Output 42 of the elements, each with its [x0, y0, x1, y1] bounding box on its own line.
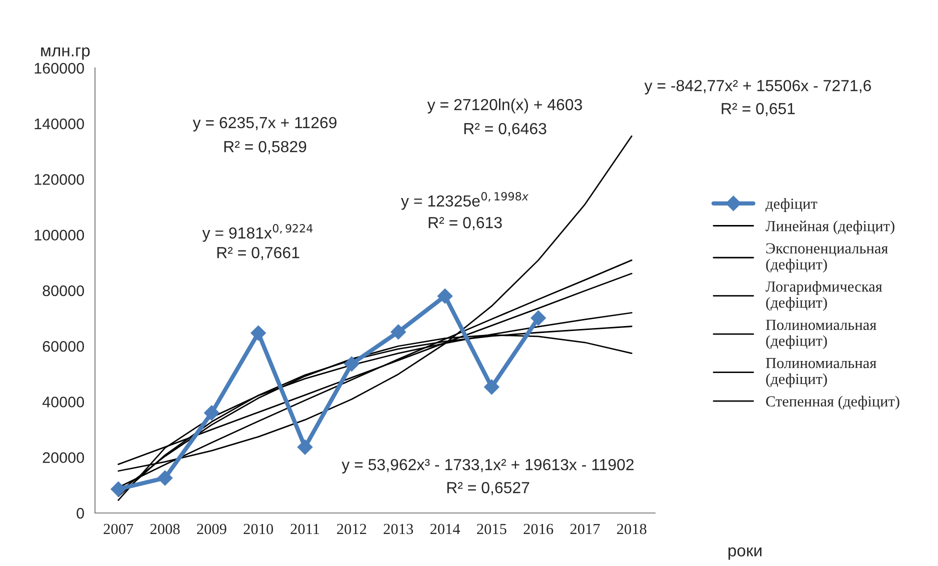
annotation: R² = 0,6527	[447, 482, 530, 496]
y-axis-title: млн.гр	[41, 47, 90, 60]
x-tick-label: 2008	[150, 524, 180, 534]
annotation: y = 53,962x³ - 1733,1x² + 19613x - 11902	[342, 458, 634, 474]
annotation: y = 6235,7x + 11269	[192, 116, 336, 132]
y-tick-label: 120000	[34, 174, 84, 185]
x-tick-label: 2015	[477, 524, 506, 534]
y-tick-label: 60000	[42, 340, 84, 352]
legend-label: Логарифмическая (дефіцит)	[766, 280, 882, 311]
legend-label: Полиномиальная (дефіцит)	[766, 358, 876, 388]
y-tick-label: 100000	[34, 230, 84, 241]
legend-label: Степенная (дефіцит)	[766, 396, 900, 410]
y-tick-label: 80000	[42, 285, 84, 296]
annotation: y = 12325e$^{0,1998x}$	[400, 192, 529, 210]
x-tick-label: 2014	[430, 524, 460, 534]
annotation: y = 9181x$^{0,9224}$	[202, 224, 313, 242]
x-tick-label: 2010	[244, 524, 274, 534]
legend-label: дефіцит	[765, 198, 818, 212]
y-tick-label: 20000	[42, 452, 84, 464]
x-tick-label: 2016	[524, 524, 554, 534]
annotation: R² = 0,7661	[217, 246, 300, 260]
x-tick-label: 2011	[290, 524, 320, 534]
annotation: y = -842,77x² + 15506x - 7271,6	[644, 80, 871, 94]
x-tick-label: 2009	[197, 524, 226, 534]
x-tick-label: 2012	[337, 524, 366, 534]
legend-label: Полиномиальная (дефіцит)	[766, 320, 876, 350]
annotation: R² = 0,6463	[464, 122, 546, 136]
y-tick-label: 40000	[42, 396, 84, 408]
text: R² = 0,651	[722, 102, 795, 116]
annotation: y = 27120ln(x) + 4603	[427, 98, 582, 114]
x-tick-label: 2007	[104, 524, 134, 534]
y-tick-label: 160000	[34, 62, 84, 74]
y-tick-label: 0	[76, 508, 84, 519]
y-tick-label: 140000	[34, 118, 84, 130]
x-tick-label: 2017	[570, 524, 600, 534]
legend-label: Экспоненциальная (дефіцит)	[766, 243, 888, 273]
legend-label: Линейная (дефіцит)	[766, 220, 894, 234]
x-axis-title: роки	[728, 547, 762, 560]
annotation: R² = 0,613	[428, 216, 502, 230]
x-tick-label: 2018	[617, 524, 646, 534]
annotation: R² = 0,5829	[224, 140, 306, 154]
x-tick-label: 2013	[384, 524, 414, 534]
